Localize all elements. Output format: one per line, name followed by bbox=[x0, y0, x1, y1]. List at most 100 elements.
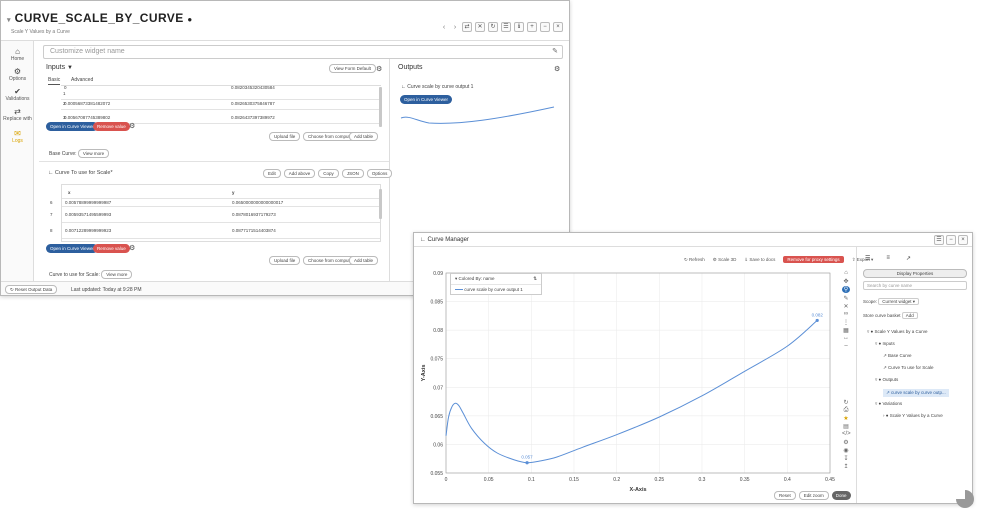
json-button[interactable]: JSON bbox=[341, 169, 364, 178]
add-above-button[interactable]: Add above bbox=[283, 169, 316, 178]
header-button[interactable]: ↻ bbox=[488, 22, 498, 32]
link-icon[interactable]: ∞ bbox=[843, 311, 849, 317]
tab-menu[interactable]: ≡ bbox=[886, 255, 890, 261]
chevron-right-icon[interactable]: › bbox=[453, 23, 457, 31]
copy-button[interactable]: Copy bbox=[318, 169, 339, 178]
tab-advanced[interactable]: Advanced bbox=[71, 77, 94, 83]
filter-icon[interactable]: ▼ bbox=[67, 65, 73, 71]
cross-icon[interactable]: ✕ bbox=[843, 304, 849, 310]
tree-item[interactable]: ▿ ● Scale Y Values by a Curve bbox=[867, 329, 928, 334]
tree-item[interactable]: ↗ Base Curve bbox=[883, 353, 912, 358]
table-row[interactable]: 2 0.00056873381482072 0.0826530375846787 bbox=[61, 96, 381, 110]
scrollbar[interactable] bbox=[379, 189, 382, 219]
settings-icon[interactable]: ⚙ bbox=[554, 66, 561, 73]
table-row[interactable]: 3 0.00567087745389802 0.0826437397389972 bbox=[61, 110, 381, 124]
header-button[interactable]: ℹ bbox=[514, 22, 524, 32]
tree-item[interactable]: ▿ ● Variations bbox=[875, 401, 903, 406]
tab-chart[interactable]: ↗ bbox=[905, 256, 911, 262]
edit-zoom-button[interactable]: Edit zoom bbox=[798, 491, 829, 500]
table-row[interactable]: 7 0.00593571495599993 0.0878016937179273 bbox=[50, 207, 380, 223]
header-button[interactable]: ☰ bbox=[501, 22, 511, 32]
close-button[interactable]: × bbox=[958, 235, 968, 245]
view-more-button[interactable]: View more bbox=[77, 149, 110, 158]
header-button[interactable]: ⇄ bbox=[462, 22, 472, 32]
print-icon[interactable]: ⎙ bbox=[843, 407, 849, 413]
open-curve-viewer-button-2[interactable]: Open in Curve Viewer bbox=[46, 244, 98, 253]
edit-icon[interactable]: ✎ bbox=[552, 48, 558, 55]
table-icon[interactable]: ▤ bbox=[843, 424, 849, 430]
chevron-left-icon[interactable]: ‹ bbox=[442, 23, 446, 31]
scale-3d-button[interactable]: ⚙ Scale 3D bbox=[712, 256, 737, 262]
help-badge[interactable] bbox=[954, 488, 976, 509]
refresh-icon[interactable]: ↻ bbox=[843, 400, 849, 406]
nav-validations[interactable]: ✔ Validations bbox=[1, 87, 34, 102]
reset-output-button[interactable]: ↻ Reset Output Data bbox=[5, 285, 58, 294]
star-icon[interactable]: ★ bbox=[843, 416, 849, 422]
tree-item[interactable]: ↗ Curve To use for Scale bbox=[883, 365, 934, 370]
view-more-button-2[interactable]: View more bbox=[101, 270, 133, 279]
table-row[interactable]: 6 0.00578899999999987 0.0650000000000000… bbox=[50, 199, 380, 207]
info-icon[interactable]: ● bbox=[187, 15, 193, 24]
minimize-button[interactable]: − bbox=[946, 235, 956, 245]
widget-name-input[interactable]: Customize widget name ✎ bbox=[43, 45, 563, 59]
remove-value-button-2[interactable]: Remove value bbox=[93, 244, 130, 253]
grid-icon[interactable]: ▦ bbox=[843, 328, 849, 334]
reset-button[interactable]: Reset bbox=[774, 491, 796, 500]
nav-logs[interactable]: ✉ Logs bbox=[1, 129, 34, 144]
view-form-default-button[interactable]: View Form Default bbox=[329, 64, 376, 73]
pen-icon[interactable]: ✎ bbox=[843, 296, 849, 302]
export-button[interactable]: ⇧ Export ▾ bbox=[851, 256, 874, 262]
open-curve-viewer-button[interactable]: Open in Curve Viewer bbox=[46, 122, 98, 131]
home-icon[interactable]: ⌂ bbox=[844, 270, 848, 276]
basket-add-button[interactable]: Add bbox=[901, 312, 918, 319]
gear-icon[interactable]: ⚙ bbox=[129, 245, 136, 252]
settings-icon[interactable]: ⚙ bbox=[843, 440, 849, 446]
tab-basic[interactable]: Basic bbox=[48, 77, 61, 85]
header-button[interactable]: × bbox=[553, 22, 563, 32]
dash-icon[interactable]: – bbox=[844, 343, 848, 349]
more-icon[interactable]: ⋮ bbox=[843, 320, 849, 326]
refresh-button[interactable]: ↻ Refresh bbox=[684, 256, 705, 262]
header-button[interactable]: ✕ bbox=[475, 22, 485, 32]
tree-item[interactable]: › ● Scale Y Values by a Curve bbox=[883, 413, 943, 418]
tree-item[interactable]: ▿ ● Outputs bbox=[875, 377, 899, 382]
download-icon[interactable]: ↧ bbox=[843, 456, 849, 462]
add-table-button-2[interactable]: Add table bbox=[349, 256, 379, 265]
edit-button[interactable]: Edit bbox=[263, 169, 281, 178]
nav-options[interactable]: ⚙ Options bbox=[1, 67, 34, 82]
settings-icon[interactable]: ⚙ bbox=[376, 66, 383, 73]
palette-icon[interactable]: ◉ bbox=[843, 448, 849, 454]
pan-icon[interactable]: ↔ bbox=[843, 335, 849, 341]
add-table-button[interactable]: Add table bbox=[349, 132, 379, 141]
nav-replace-with[interactable]: ⇄ Replace with bbox=[1, 107, 34, 122]
done-toggle[interactable]: Done bbox=[831, 491, 851, 500]
remove-value-button[interactable]: Remove value bbox=[93, 122, 130, 131]
code-icon[interactable]: </> bbox=[842, 431, 851, 437]
display-properties-button[interactable]: Display Properties bbox=[863, 269, 967, 278]
header-button[interactable]: − bbox=[540, 22, 550, 32]
open-curve-viewer-output-button[interactable]: Open in Curve Viewer bbox=[400, 95, 452, 104]
table-row[interactable]: 1 0 0.0820345320430584 bbox=[61, 85, 381, 100]
tree-item[interactable]: ↗ curve scale by curve outp... bbox=[883, 389, 949, 397]
upload-icon[interactable]: ↥ bbox=[843, 464, 849, 470]
remove-proxy-button[interactable]: Remove for proxy settings bbox=[783, 256, 844, 263]
legend[interactable]: ▾ Colored By: name ⇅ curve scale by curve… bbox=[450, 273, 542, 295]
scrollbar[interactable] bbox=[379, 87, 382, 127]
move-icon[interactable]: ✥ bbox=[843, 279, 849, 285]
collapse-icon[interactable]: ▾ bbox=[7, 17, 11, 24]
nav-home[interactable]: ⌂ Home bbox=[1, 47, 34, 62]
scope-select[interactable]: Current widget ▾ bbox=[878, 298, 920, 305]
curve-search-input[interactable]: Search by curve name bbox=[863, 281, 967, 290]
save-to-docs-button[interactable]: ⇓ Save to docs bbox=[744, 256, 776, 262]
legend-item[interactable]: curve scale by curve output 1 bbox=[451, 285, 541, 294]
upload-file-button[interactable]: Upload file bbox=[269, 132, 301, 141]
zoom-icon[interactable]: ⚲ bbox=[842, 286, 850, 293]
options-button[interactable]: Options bbox=[366, 169, 393, 178]
curve-plot[interactable]: 0.055 0.06 0.065 0.07 0.075 0.08 0.085 0.09 0 0.0… bbox=[416, 261, 840, 501]
menu-button[interactable]: ☰ bbox=[934, 235, 944, 245]
upload-file-button-2[interactable]: Upload file bbox=[269, 256, 301, 265]
tab-list[interactable]: ☰ bbox=[865, 256, 871, 262]
tree-item[interactable]: ▿ ● Inputs bbox=[875, 341, 895, 346]
table-row[interactable]: 8 0.00712289999999923 0.0877171514403874 bbox=[50, 223, 380, 239]
gear-icon[interactable]: ⚙ bbox=[129, 123, 136, 130]
